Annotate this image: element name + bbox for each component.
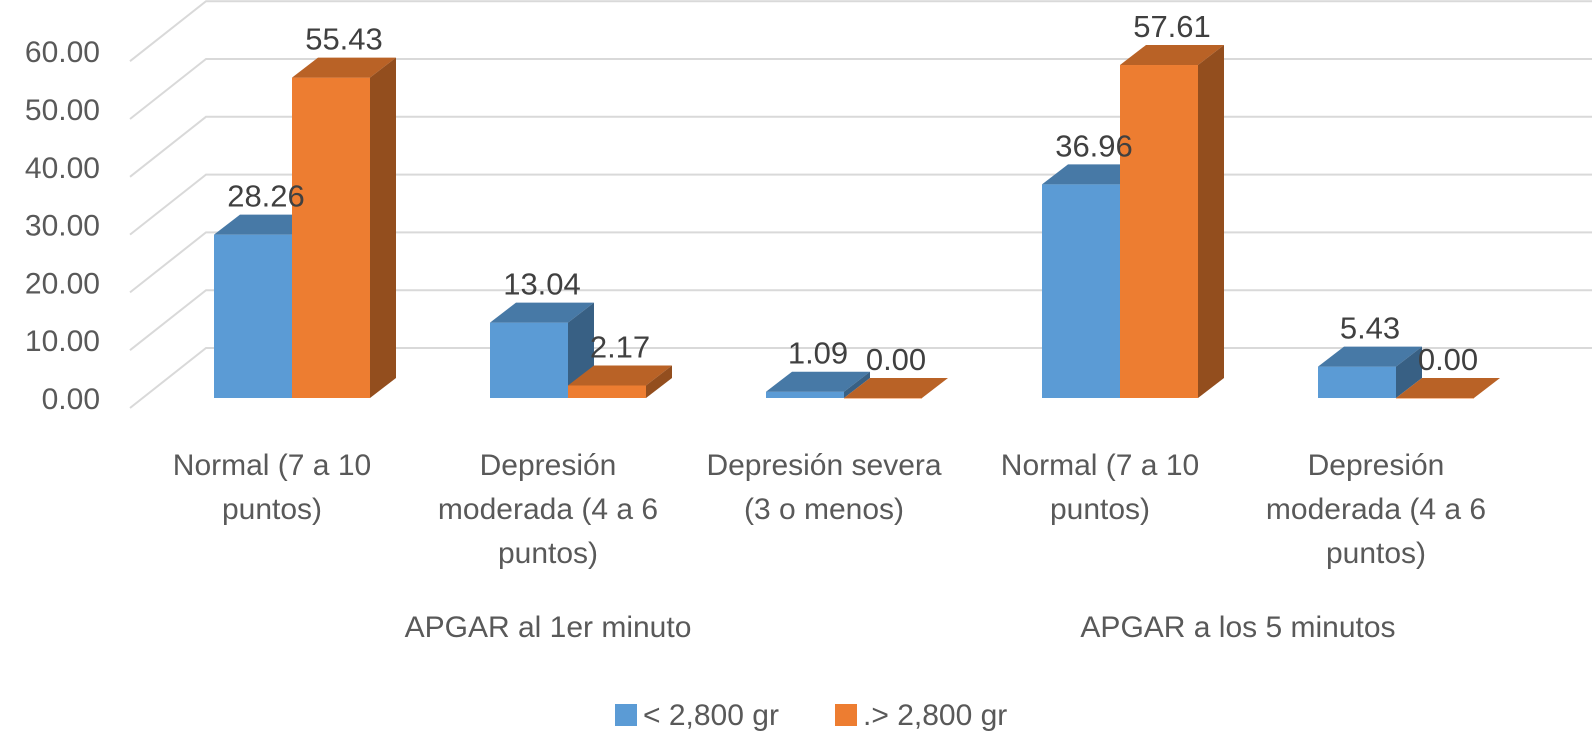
category-label: Normal (7 a 10 — [173, 449, 371, 482]
group-label: APGAR a los 5 minutos — [1080, 611, 1395, 644]
data-label: 0.00 — [866, 342, 926, 377]
bar-front — [1120, 65, 1198, 399]
data-label: 0.00 — [1418, 342, 1478, 377]
bar-front — [1042, 184, 1120, 398]
y-tick-label: 0.00 — [42, 383, 100, 416]
data-label: 1.09 — [788, 336, 848, 371]
legend-label: < 2,800 gr — [643, 699, 779, 732]
gridlines — [129, 0, 1592, 409]
category-label: Depresión severa — [706, 449, 941, 482]
gridline — [129, 0, 1592, 62]
category-label: Normal (7 a 10 — [1001, 449, 1199, 482]
bar-top — [1396, 378, 1500, 398]
bar-front — [490, 322, 568, 398]
category-label: Depresión — [480, 449, 617, 482]
bar-front — [766, 391, 844, 398]
category-label: puntos) — [1326, 537, 1426, 570]
y-tick-label: 50.00 — [25, 94, 100, 127]
bar-front — [844, 398, 922, 399]
bar-front — [568, 385, 646, 398]
category-label: puntos) — [498, 537, 598, 570]
data-labels: 28.26 55.43 13.04 2.17 1.09 0.00 36.96 57.61 5.4… — [227, 9, 1478, 377]
category-label: Depresión — [1308, 449, 1445, 482]
x-axis: Normal (7 a 10 puntos) Depresión moderada (… — [173, 449, 1486, 644]
legend: < 2,800 gr .> 2,800 gr — [615, 699, 1007, 732]
data-label: 2.17 — [590, 329, 650, 364]
legend-swatch — [615, 704, 637, 726]
bar-front — [1396, 398, 1474, 399]
y-tick-label: 20.00 — [25, 267, 100, 300]
y-tick-label: 60.00 — [25, 36, 100, 69]
bar-top — [1120, 45, 1224, 66]
legend-swatch — [835, 704, 857, 726]
category-label: puntos) — [1050, 493, 1150, 526]
data-label: 5.43 — [1340, 311, 1400, 346]
bar-top — [844, 378, 948, 398]
y-tick-label: 10.00 — [25, 325, 100, 358]
bar-side — [370, 57, 396, 399]
data-label: 13.04 — [503, 267, 581, 302]
category-label: puntos) — [222, 493, 322, 526]
data-label: 28.26 — [227, 179, 305, 214]
bars — [214, 45, 1500, 399]
bar-front — [1318, 366, 1396, 398]
bar-side — [1396, 346, 1422, 398]
y-axis: 0.00 10.00 20.00 30.00 40.00 50.00 60.00 — [25, 36, 100, 416]
data-label: 36.96 — [1055, 128, 1133, 163]
data-label: 55.43 — [305, 22, 383, 57]
bar-top — [490, 302, 594, 323]
data-label: 57.61 — [1133, 9, 1211, 44]
bar-front — [214, 234, 292, 398]
bar-side — [844, 371, 870, 398]
bar-top — [292, 57, 396, 78]
category-label: moderada (4 a 6 — [438, 493, 658, 526]
bar-front — [292, 77, 370, 399]
bar-top — [568, 365, 672, 386]
legend-label: .> 2,800 gr — [863, 699, 1007, 732]
y-tick-label: 40.00 — [25, 152, 100, 185]
category-label: moderada (4 a 6 — [1266, 493, 1486, 526]
bar-side — [646, 365, 672, 398]
group-label: APGAR al 1er minuto — [405, 611, 692, 644]
bar-top — [1318, 346, 1422, 367]
y-tick-label: 30.00 — [25, 210, 100, 243]
bar-side — [1198, 45, 1224, 399]
category-label: (3 o menos) — [744, 493, 904, 526]
bar-top — [766, 371, 870, 392]
